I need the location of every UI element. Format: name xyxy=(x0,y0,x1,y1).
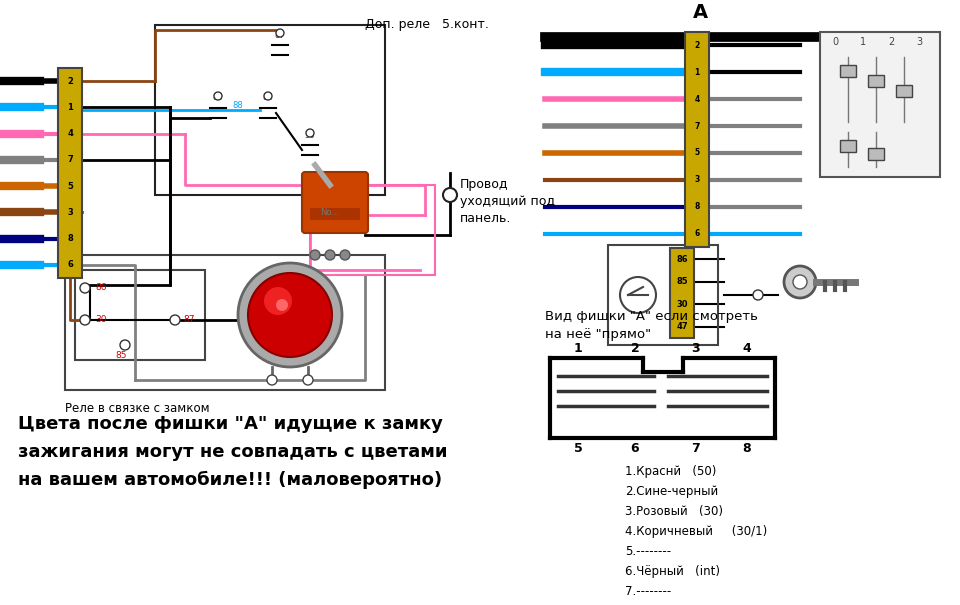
Text: 7: 7 xyxy=(67,155,73,165)
Text: 2: 2 xyxy=(67,77,73,86)
Circle shape xyxy=(620,277,656,313)
Bar xyxy=(608,245,718,345)
Circle shape xyxy=(303,375,313,385)
Text: 86: 86 xyxy=(676,255,687,264)
Text: 6: 6 xyxy=(67,260,73,269)
Bar xyxy=(820,32,940,177)
Bar xyxy=(75,270,205,360)
Circle shape xyxy=(784,266,816,298)
Text: 6.Чёрный   (int): 6.Чёрный (int) xyxy=(625,565,720,578)
Text: 2.Сине-черный: 2.Сине-черный xyxy=(625,485,718,498)
Text: No...: No... xyxy=(321,208,340,217)
Text: 4: 4 xyxy=(67,129,73,138)
Text: 2: 2 xyxy=(888,37,894,47)
Bar xyxy=(685,32,709,247)
Circle shape xyxy=(238,263,342,367)
Text: на неё "прямо": на неё "прямо" xyxy=(545,328,651,341)
Bar xyxy=(58,68,82,278)
Bar xyxy=(310,208,360,220)
Circle shape xyxy=(120,340,130,350)
Text: 4: 4 xyxy=(694,95,700,103)
Text: 2: 2 xyxy=(694,41,700,50)
Text: 2: 2 xyxy=(631,341,639,355)
Text: 87: 87 xyxy=(275,30,285,39)
Text: 8: 8 xyxy=(67,234,73,243)
Circle shape xyxy=(276,29,284,37)
Text: на вашем автомобиле!!! (маловероятно): на вашем автомобиле!!! (маловероятно) xyxy=(18,471,443,489)
Text: 6: 6 xyxy=(694,229,700,238)
Circle shape xyxy=(214,92,222,100)
Bar xyxy=(868,148,884,160)
Text: Доп. реле   5.конт.: Доп. реле 5.конт. xyxy=(365,18,489,31)
Text: 1: 1 xyxy=(574,341,583,355)
Circle shape xyxy=(170,315,180,325)
Bar xyxy=(155,25,385,195)
Text: 7: 7 xyxy=(690,442,700,454)
Text: 5: 5 xyxy=(67,182,73,191)
Text: Цвета после фишки "A" идущие к замку: Цвета после фишки "A" идущие к замку xyxy=(18,415,443,433)
Circle shape xyxy=(248,273,332,357)
Text: 7.--------: 7.-------- xyxy=(625,585,671,598)
Text: 47: 47 xyxy=(676,322,687,332)
Text: 85: 85 xyxy=(676,277,687,286)
Text: 85: 85 xyxy=(115,350,127,359)
Text: 88: 88 xyxy=(232,102,243,111)
Bar xyxy=(840,65,856,77)
Text: 4: 4 xyxy=(743,341,752,355)
Text: 87: 87 xyxy=(183,315,195,324)
Text: 86: 86 xyxy=(263,94,274,102)
Text: 1: 1 xyxy=(694,68,700,77)
Circle shape xyxy=(267,375,277,385)
Text: 5: 5 xyxy=(694,148,700,157)
Text: 86: 86 xyxy=(95,284,107,292)
Text: Реле в связке с замком: Реле в связке с замком xyxy=(65,402,209,415)
Text: 4.Коричневый     (30/1): 4.Коричневый (30/1) xyxy=(625,525,767,538)
Text: A: A xyxy=(692,3,708,22)
Text: 30: 30 xyxy=(304,131,315,140)
Text: 8: 8 xyxy=(743,442,752,454)
Circle shape xyxy=(80,283,90,293)
Circle shape xyxy=(310,250,320,260)
FancyBboxPatch shape xyxy=(302,172,368,233)
Text: 3.Розовый   (30): 3.Розовый (30) xyxy=(625,505,723,518)
Text: 7: 7 xyxy=(694,122,700,131)
Bar xyxy=(310,185,435,275)
Text: зажигания могут не совпадать с цветами: зажигания могут не совпадать с цветами xyxy=(18,443,447,461)
Text: 30: 30 xyxy=(95,315,107,324)
Text: 30: 30 xyxy=(676,299,687,309)
Bar xyxy=(896,85,912,97)
Text: 3: 3 xyxy=(690,341,699,355)
Circle shape xyxy=(325,250,335,260)
Circle shape xyxy=(443,188,457,202)
Circle shape xyxy=(264,92,272,100)
Text: 5.--------: 5.-------- xyxy=(625,545,671,558)
Circle shape xyxy=(276,299,288,311)
Circle shape xyxy=(80,315,90,325)
Text: 1: 1 xyxy=(67,103,73,112)
Text: 1: 1 xyxy=(860,37,866,47)
Text: 3: 3 xyxy=(67,208,73,217)
Text: 3: 3 xyxy=(916,37,922,47)
Circle shape xyxy=(340,250,350,260)
Bar xyxy=(670,248,694,338)
Text: 3: 3 xyxy=(694,175,700,185)
Text: 8: 8 xyxy=(694,202,700,211)
Text: Вид фишки "A" если смотреть: Вид фишки "A" если смотреть xyxy=(545,310,757,323)
Circle shape xyxy=(264,287,292,315)
Bar xyxy=(65,255,385,390)
Bar xyxy=(840,140,856,152)
Circle shape xyxy=(793,275,807,289)
Text: 0: 0 xyxy=(832,37,838,47)
Bar xyxy=(868,75,884,87)
Text: 85: 85 xyxy=(213,94,224,102)
Text: 5: 5 xyxy=(574,442,583,454)
Text: 6: 6 xyxy=(631,442,639,454)
Circle shape xyxy=(306,129,314,137)
Text: Провод
уходящий под
панель.: Провод уходящий под панель. xyxy=(460,178,555,225)
Circle shape xyxy=(753,290,763,300)
Text: 1.Краснй   (50): 1.Краснй (50) xyxy=(625,465,716,478)
